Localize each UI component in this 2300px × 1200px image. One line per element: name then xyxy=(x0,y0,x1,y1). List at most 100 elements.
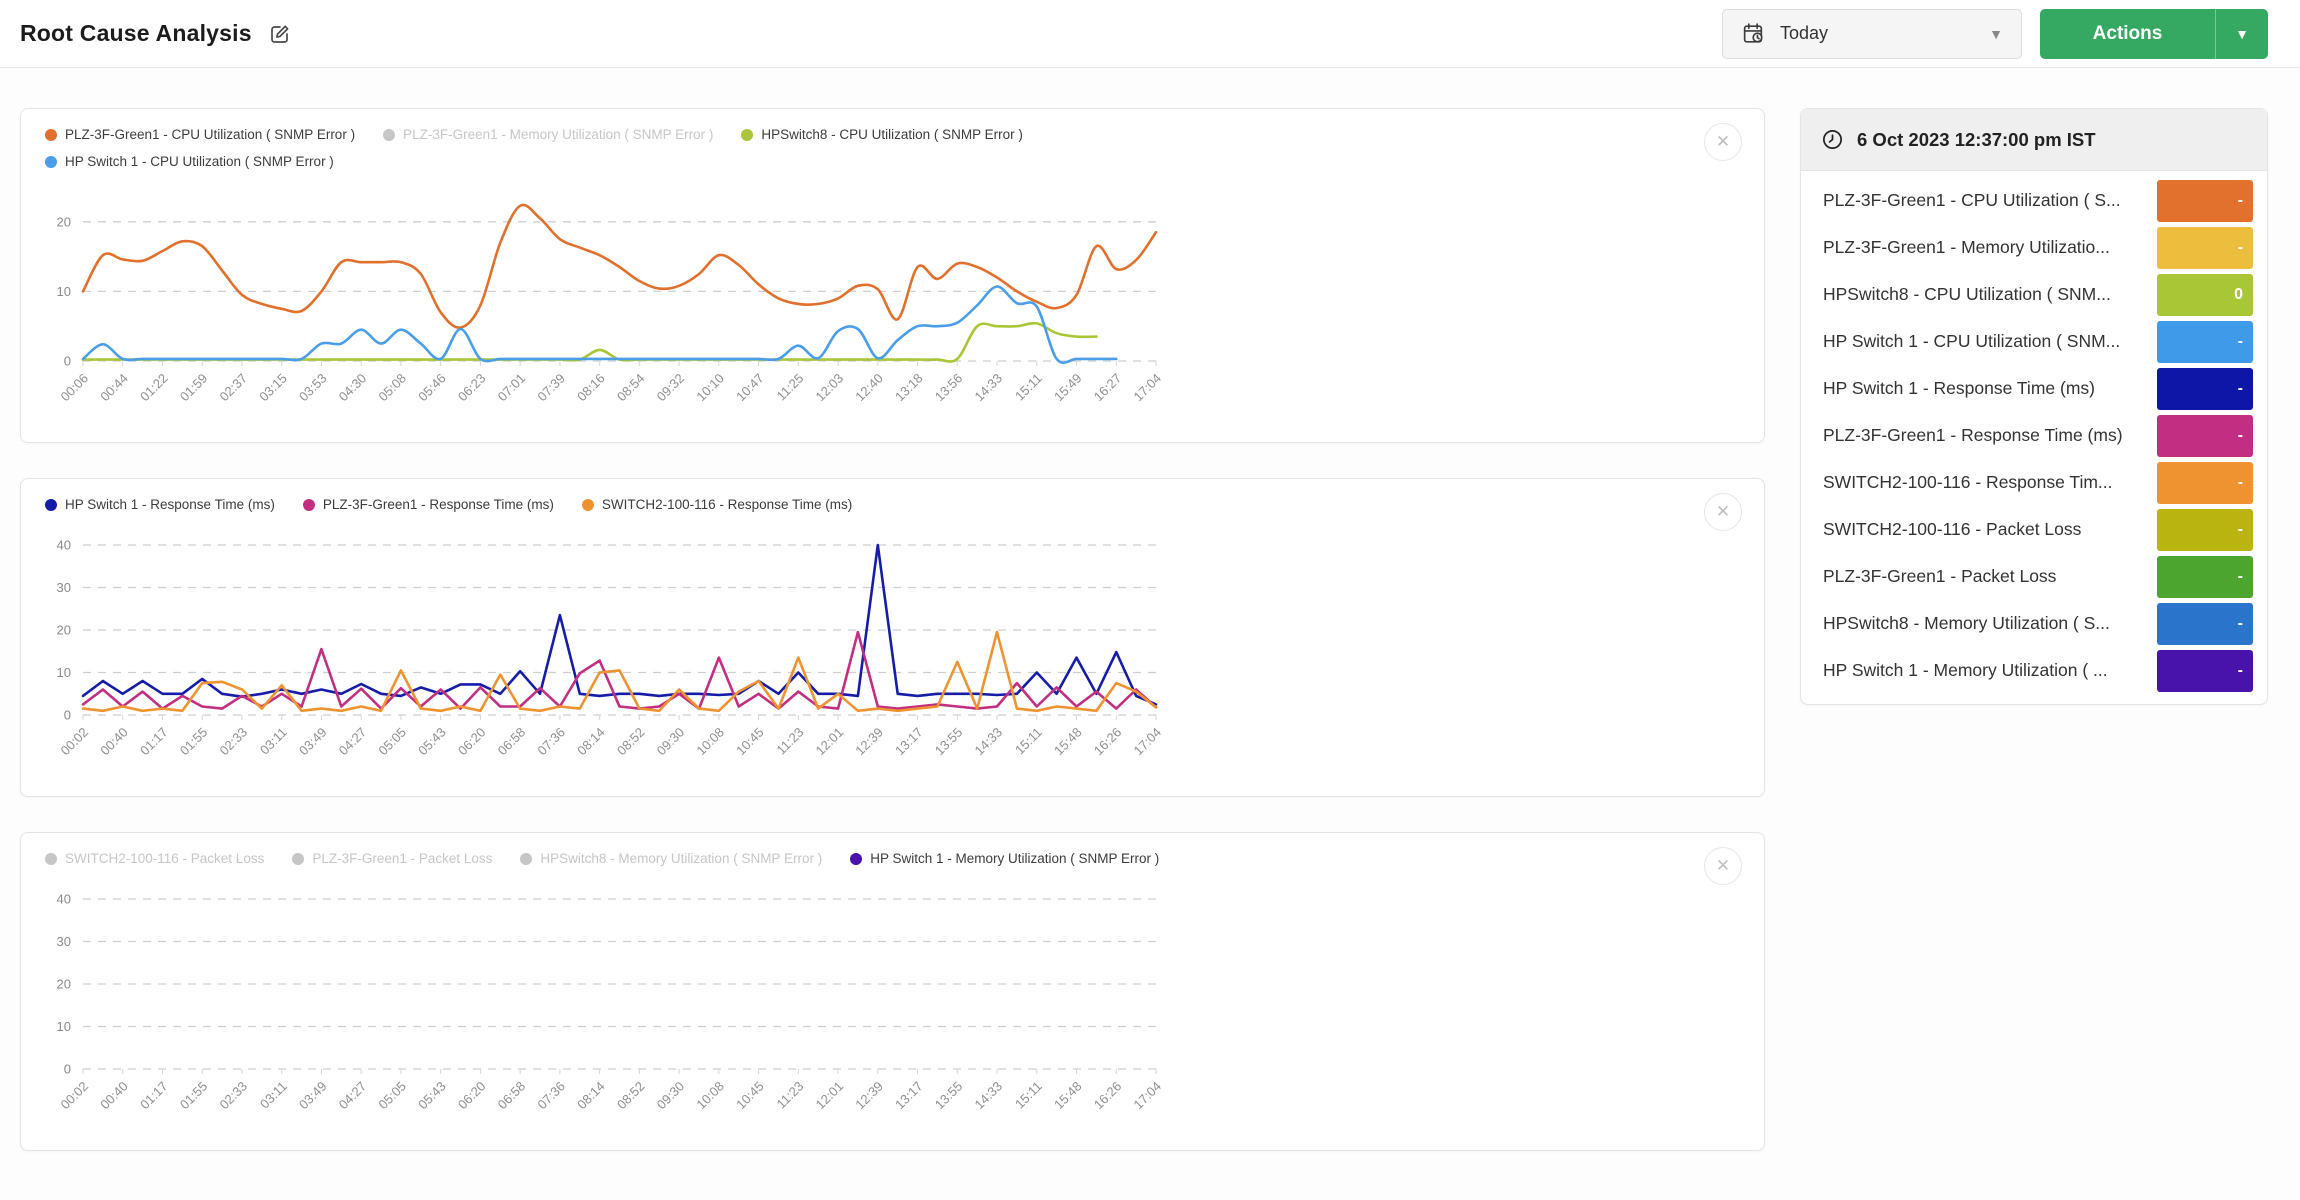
svg-text:10:45: 10:45 xyxy=(733,725,767,759)
svg-text:30: 30 xyxy=(57,934,71,949)
timestamp-header: 6 Oct 2023 12:37:00 pm IST xyxy=(1801,109,2267,171)
metric-value-badge: - xyxy=(2157,414,2253,457)
legend-label: PLZ-3F-Green1 - Packet Loss xyxy=(312,851,493,866)
line-chart-svg: 0 10 20 00:06 00:44 01:22 01:59 02:37 03:15 03:53… xyxy=(57,203,1165,405)
svg-text:03:49: 03:49 xyxy=(296,725,330,759)
metric-row[interactable]: PLZ-3F-Green1 - Packet Loss - xyxy=(1801,553,2253,600)
svg-text:13:55: 13:55 xyxy=(932,725,966,759)
metric-row[interactable]: HP Switch 1 - CPU Utilization ( SNM... - xyxy=(1801,318,2253,365)
metric-value-badge: - xyxy=(2157,179,2253,222)
svg-text:10:08: 10:08 xyxy=(693,1079,727,1113)
metric-panel: 6 Oct 2023 12:37:00 pm IST PLZ-3F-Green1… xyxy=(1800,108,2268,705)
svg-text:16:26: 16:26 xyxy=(1091,1079,1125,1113)
svg-text:30: 30 xyxy=(57,580,71,595)
svg-text:05:46: 05:46 xyxy=(415,371,449,405)
legend-item[interactable]: HPSwitch8 - CPU Utilization ( SNMP Error… xyxy=(741,127,1023,142)
close-icon[interactable]: ✕ xyxy=(1704,493,1742,531)
legend-item[interactable]: SWITCH2-100-116 - Response Time (ms) xyxy=(581,497,852,512)
actions-button[interactable]: Actions ▼ xyxy=(2040,8,2268,59)
actions-label: Actions xyxy=(2092,22,2163,44)
svg-text:10: 10 xyxy=(57,284,71,299)
metric-label: SWITCH2-100-116 - Packet Loss xyxy=(1823,519,2082,539)
svg-text:08:14: 08:14 xyxy=(574,1079,608,1113)
line-chart: 0 10 20 30 40 00:02 00:40 01:17 01:55 02:33 03:11 0… xyxy=(35,870,1744,1138)
svg-text:0: 0 xyxy=(64,1062,71,1077)
svg-text:11:23: 11:23 xyxy=(774,725,807,758)
svg-text:11:23: 11:23 xyxy=(774,1079,807,1112)
metric-row[interactable]: HPSwitch8 - CPU Utilization ( SNM... 0 xyxy=(1801,271,2253,318)
svg-text:09:30: 09:30 xyxy=(654,725,688,759)
legend-item[interactable]: HPSwitch8 - Memory Utilization ( SNMP Er… xyxy=(520,851,822,866)
svg-text:12:39: 12:39 xyxy=(852,1079,886,1113)
svg-text:00:02: 00:02 xyxy=(58,1079,92,1113)
chart-card-cpu-utilization: ✕ PLZ-3F-Green1 - CPU Utilization ( SNMP… xyxy=(20,108,1765,443)
legend-item[interactable]: PLZ-3F-Green1 - Packet Loss xyxy=(292,851,492,866)
svg-text:14:33: 14:33 xyxy=(972,371,1006,405)
metric-value-badge: - xyxy=(2157,367,2253,410)
legend-item[interactable]: HP Switch 1 - Response Time (ms) xyxy=(45,497,275,512)
legend-dot xyxy=(302,498,315,511)
metric-row[interactable]: PLZ-3F-Green1 - Memory Utilizatio... - xyxy=(1801,224,2253,271)
metric-label: HPSwitch8 - Memory Utilization ( S... xyxy=(1823,613,2110,633)
svg-text:09:32: 09:32 xyxy=(654,371,688,405)
metric-label: HPSwitch8 - CPU Utilization ( SNM... xyxy=(1823,284,2111,304)
svg-text:15:11: 15:11 xyxy=(1012,725,1045,758)
date-range-button[interactable]: Today ▼ xyxy=(1722,8,2022,59)
svg-text:07:39: 07:39 xyxy=(534,371,568,405)
svg-text:17:04: 17:04 xyxy=(1131,371,1165,405)
svg-text:40: 40 xyxy=(57,538,71,553)
metric-label: HP Switch 1 - Response Time (ms) xyxy=(1823,378,2095,398)
svg-text:02:37: 02:37 xyxy=(216,371,250,405)
legend-dot xyxy=(45,852,57,865)
svg-text:07:36: 07:36 xyxy=(534,725,568,759)
metric-value-badge: - xyxy=(2157,508,2253,551)
metric-row[interactable]: PLZ-3F-Green1 - CPU Utilization ( S... - xyxy=(1801,177,2253,224)
svg-text:08:16: 08:16 xyxy=(574,371,608,405)
svg-text:01:55: 01:55 xyxy=(177,725,211,759)
metric-row[interactable]: HP Switch 1 - Memory Utilization ( ... - xyxy=(1801,647,2253,694)
metric-row[interactable]: HP Switch 1 - Response Time (ms) - xyxy=(1801,365,2253,412)
svg-text:03:49: 03:49 xyxy=(296,1079,330,1113)
svg-text:08:54: 08:54 xyxy=(614,371,648,405)
metric-row[interactable]: SWITCH2-100-116 - Packet Loss - xyxy=(1801,506,2253,553)
svg-text:15:49: 15:49 xyxy=(1051,371,1085,405)
close-icon[interactable]: ✕ xyxy=(1704,847,1742,885)
legend-dot xyxy=(292,852,305,865)
legend-dot xyxy=(383,128,396,141)
svg-text:14:33: 14:33 xyxy=(972,725,1006,759)
metric-value-badge: - xyxy=(2157,649,2253,692)
metric-label: HP Switch 1 - CPU Utilization ( SNM... xyxy=(1823,331,2121,351)
svg-text:02:33: 02:33 xyxy=(216,1079,250,1113)
legend-item[interactable]: HP Switch 1 - CPU Utilization ( SNMP Err… xyxy=(45,154,334,169)
svg-text:02:33: 02:33 xyxy=(216,725,250,759)
metric-row[interactable]: HPSwitch8 - Memory Utilization ( S... - xyxy=(1801,600,2253,647)
actions-chevron-down-icon[interactable]: ▼ xyxy=(2215,8,2268,59)
svg-text:01:17: 01:17 xyxy=(137,725,171,759)
svg-text:15:48: 15:48 xyxy=(1051,725,1085,759)
legend-item[interactable]: HP Switch 1 - Memory Utilization ( SNMP … xyxy=(850,851,1159,866)
edit-title-button[interactable] xyxy=(268,22,292,46)
close-icon[interactable]: ✕ xyxy=(1704,123,1742,161)
charts-column: ✕ PLZ-3F-Green1 - CPU Utilization ( SNMP… xyxy=(20,108,1765,1151)
legend-label: PLZ-3F-Green1 - Memory Utilization ( SNM… xyxy=(403,127,714,142)
metric-value-badge: 0 xyxy=(2157,273,2253,316)
legend-item[interactable]: PLZ-3F-Green1 - CPU Utilization ( SNMP E… xyxy=(45,127,355,142)
legend-item[interactable]: PLZ-3F-Green1 - Memory Utilization ( SNM… xyxy=(383,127,713,142)
metric-label: PLZ-3F-Green1 - CPU Utilization ( S... xyxy=(1823,190,2121,210)
metric-value-badge: - xyxy=(2157,461,2253,504)
metric-row[interactable]: SWITCH2-100-116 - Response Tim... - xyxy=(1801,459,2253,506)
svg-text:20: 20 xyxy=(57,214,71,229)
svg-text:16:27: 16:27 xyxy=(1091,371,1125,405)
legend-item[interactable]: SWITCH2-100-116 - Packet Loss xyxy=(45,851,264,866)
legend-label: HP Switch 1 - CPU Utilization ( SNMP Err… xyxy=(65,154,334,169)
metric-label: SWITCH2-100-116 - Response Tim... xyxy=(1823,472,2113,492)
chart-legend: PLZ-3F-Green1 - CPU Utilization ( SNMP E… xyxy=(45,127,1285,169)
metric-row[interactable]: PLZ-3F-Green1 - Response Time (ms) - xyxy=(1801,412,2253,459)
metric-label: PLZ-3F-Green1 - Packet Loss xyxy=(1823,566,2057,586)
legend-item[interactable]: PLZ-3F-Green1 - Response Time (ms) xyxy=(302,497,554,512)
page-title: Root Cause Analysis xyxy=(20,20,252,46)
svg-text:16:26: 16:26 xyxy=(1091,725,1125,759)
svg-text:13:17: 13:17 xyxy=(892,725,926,759)
svg-text:10: 10 xyxy=(57,1019,71,1034)
